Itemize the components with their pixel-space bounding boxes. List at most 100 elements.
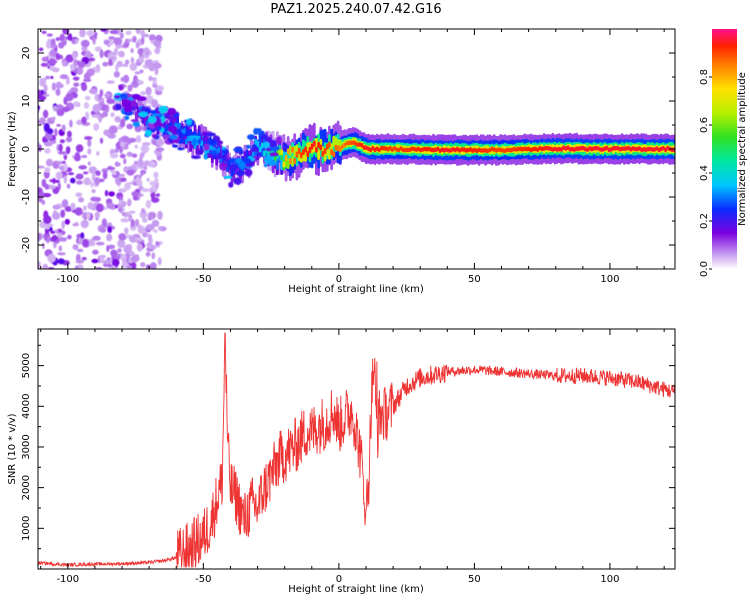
- ridge-cell: [614, 145, 618, 151]
- ridge-cell: [267, 150, 271, 157]
- ridge-cell: [315, 146, 318, 153]
- noise-speck: [107, 244, 116, 250]
- noise-speck: [129, 235, 138, 243]
- noise-speck: [117, 239, 126, 249]
- ridge-cell: [540, 146, 544, 152]
- noise-speck: [118, 173, 126, 177]
- colorbar-label: Normalized spectral amplitude: [737, 72, 748, 226]
- noise-speck: [110, 153, 119, 159]
- ridge-cell: [653, 147, 657, 152]
- noise-speck: [113, 71, 120, 78]
- ridge-cell: [514, 147, 518, 152]
- ridge-blob: [186, 118, 193, 126]
- ridge-cell: [505, 147, 509, 153]
- ridge-cell: [425, 146, 429, 152]
- noise-speck: [156, 85, 164, 92]
- noise-speck: [83, 102, 90, 109]
- ridge-cell: [399, 146, 403, 151]
- ridge-cell: [384, 146, 388, 151]
- ridge-cell: [260, 146, 264, 158]
- noise-speck: [84, 136, 93, 140]
- ridge-cell: [570, 146, 574, 152]
- ridge-blob: [157, 125, 162, 131]
- noise-speck: [157, 156, 162, 160]
- ridge-blob: [114, 103, 122, 111]
- noise-speck: [59, 237, 68, 242]
- ridge-blob: [199, 148, 204, 155]
- ridge-cell: [412, 146, 416, 152]
- ridge-cell: [579, 145, 583, 151]
- noise-speck: [102, 111, 108, 118]
- noise-speck: [76, 66, 84, 75]
- ridge-cell: [651, 147, 654, 152]
- ridge-cell: [553, 146, 557, 152]
- noise-speck: [73, 82, 80, 87]
- noise-speck: [154, 47, 161, 55]
- noise-speck: [149, 34, 156, 42]
- ridge-cell: [360, 143, 364, 148]
- noise-speck: [121, 212, 126, 216]
- noise-speck: [56, 109, 65, 117]
- noise-speck: [118, 207, 123, 213]
- noise-speck: [76, 119, 84, 126]
- noise-speck: [146, 177, 150, 182]
- ridge-cell: [336, 145, 340, 152]
- ridge-cell: [451, 147, 455, 152]
- ridge-cell: [406, 147, 409, 153]
- noise-speck: [124, 59, 130, 65]
- noise-speck: [71, 52, 77, 59]
- noise-speck: [132, 195, 138, 201]
- noise-speck: [67, 172, 75, 176]
- ridge-cell: [308, 146, 312, 153]
- ridge-blob: [192, 138, 197, 146]
- ridge-blob: [233, 177, 243, 185]
- noise-speck: [45, 226, 50, 230]
- y-tick-label: 5000: [21, 353, 32, 378]
- ridge-cell: [395, 147, 399, 152]
- noise-speck: [124, 227, 129, 235]
- ridge-blob: [153, 121, 164, 129]
- noise-speck: [55, 161, 65, 165]
- ridge-cell: [527, 146, 531, 152]
- noise-speck: [104, 93, 112, 98]
- noise-speck: [63, 175, 68, 184]
- ridge-blob: [217, 140, 224, 145]
- noise-speck: [45, 158, 54, 167]
- noise-speck: [88, 166, 98, 174]
- ridge-cell: [302, 149, 305, 156]
- ridge-blob: [167, 107, 177, 116]
- noise-speck: [72, 244, 79, 251]
- noise-speck: [118, 233, 126, 241]
- ridge-blob: [203, 143, 210, 151]
- noise-speck: [140, 144, 150, 154]
- noise-speck: [44, 148, 51, 154]
- noise-speck: [58, 41, 65, 49]
- noise-speck: [153, 171, 159, 179]
- noise-speck: [92, 241, 96, 246]
- noise-speck: [152, 78, 157, 85]
- ridge-blob: [236, 170, 245, 177]
- noise-speck: [94, 197, 101, 202]
- noise-speck: [141, 208, 146, 214]
- ridge-blob: [119, 93, 128, 99]
- ridge-cell: [531, 146, 535, 152]
- noise-speck: [104, 190, 109, 197]
- noise-speck: [99, 89, 104, 97]
- ridge-cell: [659, 146, 663, 152]
- noise-speck: [61, 106, 70, 113]
- ridge-cell: [458, 148, 461, 153]
- ridge-cell: [642, 147, 646, 152]
- noise-speck: [120, 253, 127, 260]
- ridge-cell: [577, 146, 581, 151]
- ridge-blob: [269, 152, 279, 157]
- noise-speck: [79, 29, 86, 38]
- ridge-blob: [169, 135, 178, 140]
- ridge-cell: [464, 148, 468, 153]
- noise-speck: [46, 33, 53, 37]
- ridge-blob: [209, 150, 218, 155]
- ridge-cell: [573, 147, 576, 152]
- ridge-cell: [371, 145, 375, 151]
- noise-speck: [157, 257, 162, 266]
- noise-speck: [81, 83, 88, 92]
- ridge-cell: [497, 147, 500, 152]
